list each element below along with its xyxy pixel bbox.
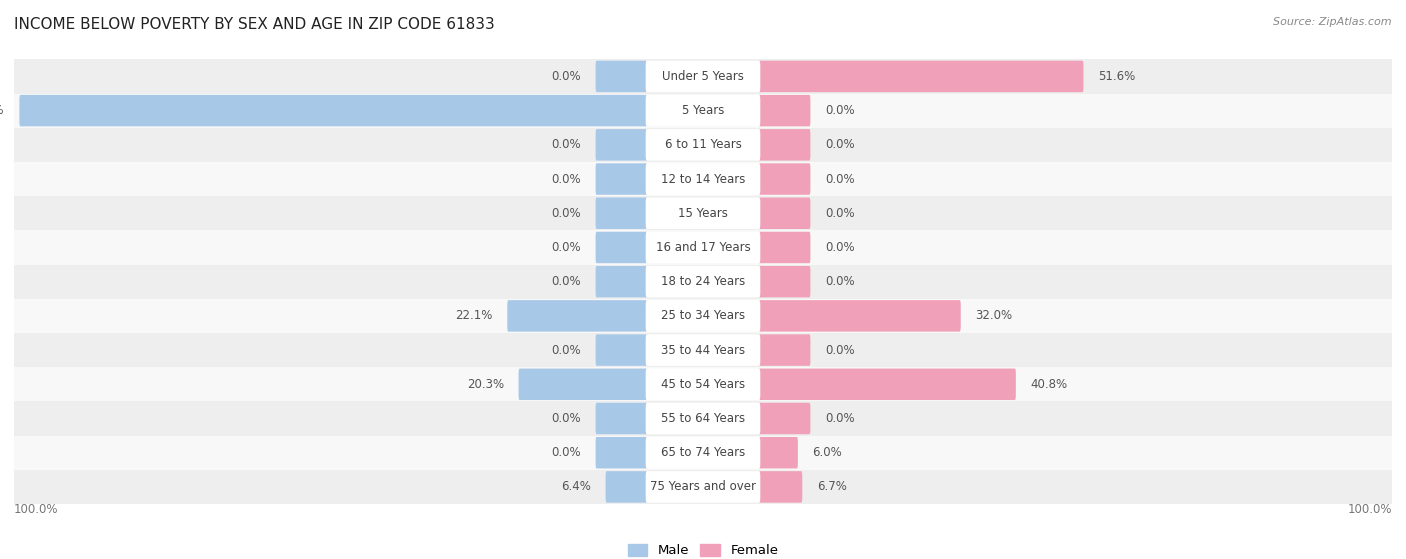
Text: 0.0%: 0.0% — [551, 412, 581, 425]
FancyBboxPatch shape — [758, 163, 810, 195]
Text: 0.0%: 0.0% — [551, 70, 581, 83]
FancyBboxPatch shape — [758, 300, 960, 331]
Text: 6.0%: 6.0% — [813, 446, 842, 459]
Text: 22.1%: 22.1% — [456, 309, 492, 323]
FancyBboxPatch shape — [596, 334, 648, 366]
FancyBboxPatch shape — [596, 197, 648, 229]
Bar — [14, 196, 1392, 230]
Bar — [14, 470, 1392, 504]
Text: 0.0%: 0.0% — [825, 138, 855, 151]
Text: 100.0%: 100.0% — [0, 104, 4, 117]
FancyBboxPatch shape — [645, 437, 761, 468]
FancyBboxPatch shape — [519, 368, 648, 400]
FancyBboxPatch shape — [645, 403, 761, 434]
Text: INCOME BELOW POVERTY BY SEX AND AGE IN ZIP CODE 61833: INCOME BELOW POVERTY BY SEX AND AGE IN Z… — [14, 17, 495, 32]
Text: 32.0%: 32.0% — [976, 309, 1012, 323]
Text: 0.0%: 0.0% — [825, 241, 855, 254]
FancyBboxPatch shape — [645, 300, 761, 331]
FancyBboxPatch shape — [758, 437, 797, 468]
Text: 51.6%: 51.6% — [1098, 70, 1136, 83]
Bar — [14, 128, 1392, 162]
Text: 15 Years: 15 Years — [678, 207, 728, 220]
FancyBboxPatch shape — [606, 471, 648, 503]
Text: 65 to 74 Years: 65 to 74 Years — [661, 446, 745, 459]
FancyBboxPatch shape — [645, 232, 761, 263]
Text: 40.8%: 40.8% — [1031, 378, 1067, 391]
FancyBboxPatch shape — [758, 129, 810, 160]
Text: 0.0%: 0.0% — [551, 344, 581, 357]
Text: 12 to 14 Years: 12 to 14 Years — [661, 173, 745, 186]
Text: 6.7%: 6.7% — [817, 480, 846, 494]
Text: 100.0%: 100.0% — [14, 503, 59, 515]
FancyBboxPatch shape — [596, 163, 648, 195]
Bar — [14, 93, 1392, 128]
FancyBboxPatch shape — [645, 95, 761, 126]
Bar — [14, 162, 1392, 196]
Text: 6 to 11 Years: 6 to 11 Years — [665, 138, 741, 151]
Text: 0.0%: 0.0% — [551, 275, 581, 288]
Bar — [14, 264, 1392, 299]
FancyBboxPatch shape — [758, 232, 810, 263]
FancyBboxPatch shape — [758, 471, 803, 503]
Text: 0.0%: 0.0% — [825, 412, 855, 425]
Text: 0.0%: 0.0% — [551, 446, 581, 459]
Text: 5 Years: 5 Years — [682, 104, 724, 117]
FancyBboxPatch shape — [508, 300, 648, 331]
FancyBboxPatch shape — [645, 368, 761, 400]
Text: 18 to 24 Years: 18 to 24 Years — [661, 275, 745, 288]
Text: 0.0%: 0.0% — [551, 173, 581, 186]
Text: 100.0%: 100.0% — [1347, 503, 1392, 515]
FancyBboxPatch shape — [645, 129, 761, 160]
FancyBboxPatch shape — [596, 232, 648, 263]
Text: 0.0%: 0.0% — [825, 173, 855, 186]
Bar — [14, 367, 1392, 401]
Bar — [14, 435, 1392, 470]
Text: 20.3%: 20.3% — [467, 378, 503, 391]
Text: 0.0%: 0.0% — [825, 207, 855, 220]
Text: 0.0%: 0.0% — [825, 344, 855, 357]
FancyBboxPatch shape — [596, 129, 648, 160]
Text: 0.0%: 0.0% — [825, 275, 855, 288]
Text: 75 Years and over: 75 Years and over — [650, 480, 756, 494]
Text: 25 to 34 Years: 25 to 34 Years — [661, 309, 745, 323]
Bar — [14, 299, 1392, 333]
Bar — [14, 401, 1392, 435]
Text: 0.0%: 0.0% — [825, 104, 855, 117]
Text: 55 to 64 Years: 55 to 64 Years — [661, 412, 745, 425]
FancyBboxPatch shape — [645, 266, 761, 297]
FancyBboxPatch shape — [758, 61, 1084, 92]
Legend: Male, Female: Male, Female — [623, 539, 783, 559]
FancyBboxPatch shape — [758, 197, 810, 229]
Text: Under 5 Years: Under 5 Years — [662, 70, 744, 83]
FancyBboxPatch shape — [758, 334, 810, 366]
Text: 0.0%: 0.0% — [551, 241, 581, 254]
FancyBboxPatch shape — [645, 471, 761, 503]
FancyBboxPatch shape — [758, 368, 1017, 400]
Bar — [14, 230, 1392, 264]
FancyBboxPatch shape — [645, 197, 761, 229]
FancyBboxPatch shape — [645, 334, 761, 366]
Bar — [14, 59, 1392, 93]
FancyBboxPatch shape — [20, 95, 648, 126]
Text: 35 to 44 Years: 35 to 44 Years — [661, 344, 745, 357]
FancyBboxPatch shape — [645, 61, 761, 92]
Text: 6.4%: 6.4% — [561, 480, 591, 494]
FancyBboxPatch shape — [596, 61, 648, 92]
FancyBboxPatch shape — [596, 437, 648, 468]
Text: 0.0%: 0.0% — [551, 138, 581, 151]
Text: 45 to 54 Years: 45 to 54 Years — [661, 378, 745, 391]
Text: 16 and 17 Years: 16 and 17 Years — [655, 241, 751, 254]
Text: 0.0%: 0.0% — [551, 207, 581, 220]
FancyBboxPatch shape — [596, 266, 648, 297]
FancyBboxPatch shape — [758, 266, 810, 297]
Text: Source: ZipAtlas.com: Source: ZipAtlas.com — [1274, 17, 1392, 27]
FancyBboxPatch shape — [596, 403, 648, 434]
Bar — [14, 333, 1392, 367]
FancyBboxPatch shape — [645, 163, 761, 195]
FancyBboxPatch shape — [758, 403, 810, 434]
FancyBboxPatch shape — [758, 95, 810, 126]
